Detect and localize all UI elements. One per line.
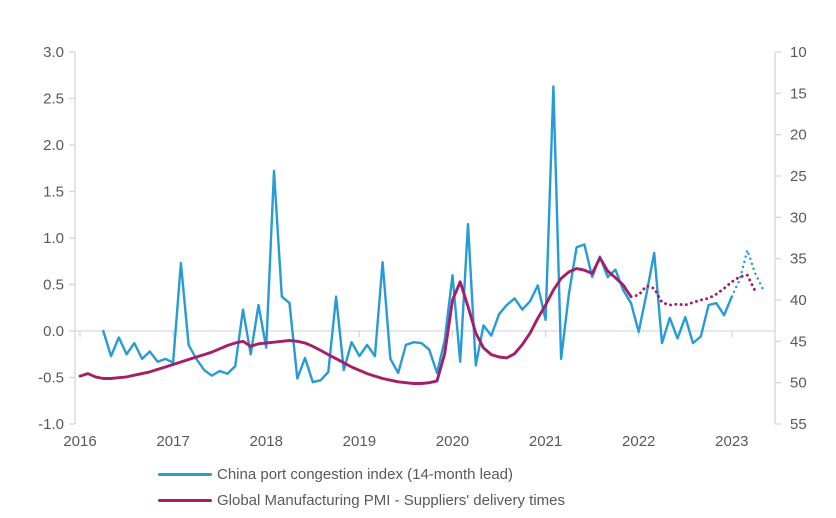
right-axis-label: 35 bbox=[790, 251, 807, 268]
x-axis-label: 2023 bbox=[715, 433, 748, 450]
left-axis-label: 2.5 bbox=[43, 91, 64, 108]
left-axis-label: 0.5 bbox=[43, 277, 64, 294]
right-axis-label: 20 bbox=[790, 127, 807, 144]
left-axis-label: 2.0 bbox=[43, 137, 64, 154]
legend-item-pmi-delivery-times: Global Manufacturing PMI - Suppliers' de… bbox=[158, 487, 565, 513]
x-axis: 2016 2017 2018 2019 2020 2021 2022 2023 bbox=[63, 330, 775, 450]
right-axis-label: 45 bbox=[790, 333, 807, 350]
x-axis-label: 2020 bbox=[436, 433, 469, 450]
forecast-dotted-segment bbox=[730, 245, 765, 298]
right-axis-label: 25 bbox=[790, 168, 807, 185]
x-axis-label: 2018 bbox=[250, 433, 283, 450]
right-axis-label: 15 bbox=[790, 85, 807, 102]
solid-segment bbox=[102, 85, 733, 384]
left-axis-label: 0.0 bbox=[43, 323, 64, 340]
right-axis: 10 15 20 25 30 35 40 45 50 55 bbox=[774, 44, 807, 433]
x-axis-label: 2022 bbox=[622, 433, 655, 450]
right-axis-label: 30 bbox=[790, 209, 807, 226]
series-port-congestion-line bbox=[102, 85, 765, 384]
right-axis-label: 50 bbox=[790, 375, 807, 392]
legend-line-swatch-blue bbox=[158, 472, 212, 476]
right-axis-label: 10 bbox=[790, 44, 807, 61]
x-axis-label: 2021 bbox=[529, 433, 562, 450]
legend-line-swatch-magenta bbox=[158, 498, 212, 502]
legend-label-pmi-delivery-times: Global Manufacturing PMI - Suppliers' de… bbox=[217, 491, 566, 509]
chart-plot-area: 2016 2017 2018 2019 2020 2021 2022 2023 3.0 2.5 2.… bbox=[38, 44, 807, 450]
x-axis-label: 2017 bbox=[156, 433, 189, 450]
forecast-dotted-segment bbox=[629, 273, 757, 307]
chart-legend: China port congestion index (14-month le… bbox=[158, 461, 565, 513]
left-axis-label: 1.0 bbox=[43, 230, 64, 247]
left-axis-label: -0.5 bbox=[38, 370, 64, 387]
legend-label-port-congestion: China port congestion index (14-month le… bbox=[217, 465, 514, 483]
legend-item-port-congestion: China port congestion index (14-month le… bbox=[158, 461, 565, 487]
left-axis-label: 3.0 bbox=[43, 44, 64, 61]
left-axis: 3.0 2.5 2.0 1.5 1.0 0.5 0.0 -0.5 -1.0 bbox=[38, 44, 76, 433]
series-pmi-delivery-times-line bbox=[78, 256, 757, 385]
solid-segment bbox=[78, 256, 633, 385]
left-axis-label: 1.5 bbox=[43, 184, 64, 201]
right-axis-label: 40 bbox=[790, 292, 807, 309]
x-axis-label: 2019 bbox=[343, 433, 376, 450]
right-axis-label: 55 bbox=[790, 416, 807, 433]
x-axis-label: 2016 bbox=[63, 433, 96, 450]
left-axis-label: -1.0 bbox=[38, 416, 64, 433]
